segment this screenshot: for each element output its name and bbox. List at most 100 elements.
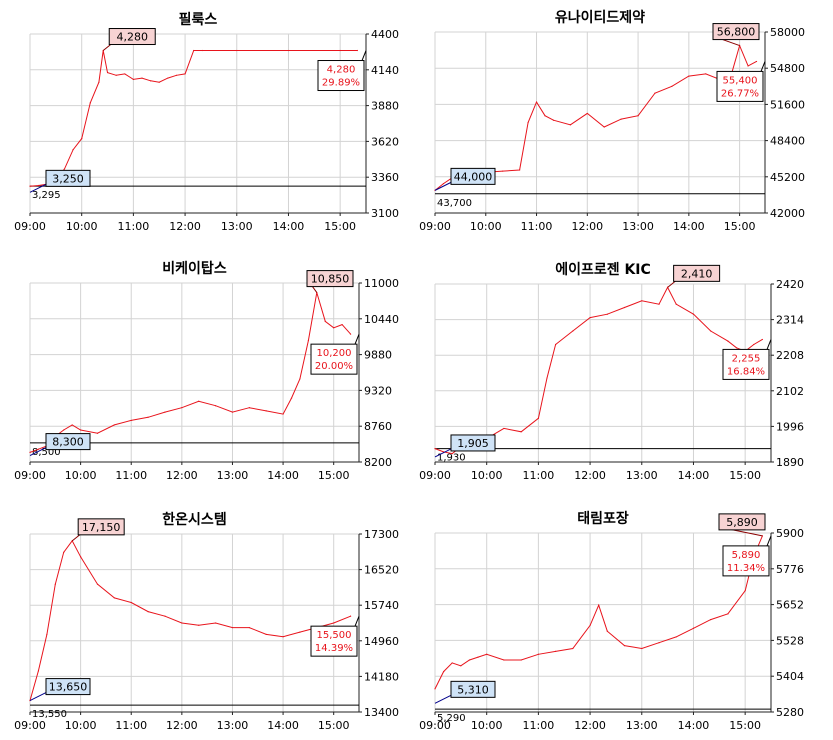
last-change-label: 14.39% (315, 643, 353, 654)
y-tick-label: 42000 (770, 207, 805, 220)
price-point (727, 340, 729, 342)
price-point (333, 327, 335, 329)
price-point (589, 316, 591, 319)
high-callout-box (77, 518, 125, 536)
x-tick-label: 14:00 (273, 220, 305, 233)
y-tick-label: 3620 (371, 135, 399, 148)
price-point (692, 313, 695, 315)
chart-panel: 에이프로젠 KIC 09:00 10:00 11:00 12:00 13:00 14:00 1… (419, 261, 804, 482)
price-point (623, 644, 626, 647)
x-tick-label: 10:00 (65, 719, 97, 732)
price-point (124, 73, 126, 75)
x-tick-label: 12:00 (169, 220, 201, 233)
last-callout-box (722, 348, 770, 380)
x-tick-label: 10:00 (471, 719, 503, 732)
price-point (201, 49, 203, 52)
x-tick-label: 15:00 (318, 469, 350, 482)
price-point (569, 124, 571, 126)
price-point (113, 597, 115, 599)
price-point (80, 556, 82, 558)
chart-panel: 유나이티드제약 09:00 10:00 11:00 12:00 13:00 14:00 15:… (419, 9, 805, 233)
price-point (282, 636, 284, 638)
price-point (181, 622, 183, 624)
price-point (147, 610, 149, 613)
price-point (248, 626, 250, 629)
price-point (63, 429, 65, 431)
x-tick-label: 11:00 (118, 220, 150, 233)
price-point (641, 300, 643, 302)
price-point (520, 431, 522, 433)
price-point (164, 411, 166, 413)
price-point (150, 80, 152, 82)
y-tick-label: 3100 (371, 207, 399, 220)
chart-title: 한온시스템 (162, 511, 226, 528)
price-point (503, 659, 505, 661)
price-point (167, 77, 169, 79)
chart-title: 유나이티드제약 (555, 9, 645, 26)
price-point (641, 647, 643, 650)
last-callout-pointer (766, 339, 772, 350)
x-tick-label: 14:00 (267, 719, 299, 732)
price-point (115, 74, 117, 76)
x-tick-label: 09:00 (14, 719, 46, 732)
low-callout-label: 13,650 (49, 681, 88, 694)
price-point (38, 184, 40, 187)
price-point (537, 417, 539, 419)
y-tick-label: 2314 (776, 314, 804, 327)
price-point (341, 323, 343, 326)
price-point (443, 670, 445, 673)
low-callout-pointer (29, 692, 47, 702)
price-point (434, 688, 436, 690)
price-point (80, 429, 82, 431)
high-callout-label: 2,410 (681, 267, 713, 280)
price-point (589, 624, 591, 626)
price-point (98, 81, 100, 83)
price-point (761, 338, 763, 341)
low-callout-label: 1,905 (457, 437, 489, 450)
reference-label: 43,700 (437, 198, 472, 209)
low-callout-label: 44,000 (454, 170, 493, 183)
price-point (555, 343, 557, 346)
price-point (37, 448, 40, 450)
price-point (147, 416, 149, 418)
y-tick-label: 14180 (364, 670, 399, 683)
chart-panel: 태림포장 09:00 10:00 11:00 12:00 13:00 14:00 15:00 5… (419, 510, 804, 732)
price-point (282, 413, 284, 415)
last-callout-pointer (354, 615, 360, 627)
y-tick-label: 2420 (776, 278, 804, 291)
last-callout-pointer (361, 50, 367, 61)
y-tick-label: 14960 (364, 635, 399, 648)
chart-panel: 한온시스템 09:00 10:00 11:00 12:00 13:00 14:00 15:00… (14, 511, 399, 732)
price-point (72, 149, 74, 151)
low-callout-pointer (434, 181, 452, 191)
x-tick-label: 09:00 (419, 469, 451, 482)
last-callout-pointer (766, 535, 772, 547)
low-callout-box (450, 434, 496, 452)
y-tick-label: 16520 (364, 564, 399, 577)
high-callout-box (108, 28, 156, 46)
last-price-label: 10,200 (317, 348, 352, 359)
price-point (658, 303, 660, 305)
price-point (231, 411, 234, 413)
last-callout-box (722, 545, 770, 577)
last-callout-box (716, 70, 764, 102)
y-tick-label: 5528 (776, 634, 804, 647)
price-point (333, 622, 335, 624)
price-point (658, 642, 660, 644)
price-line (434, 535, 763, 690)
y-tick-label: 13400 (364, 706, 399, 719)
chart-title: 태림포장 (577, 510, 629, 527)
price-point (671, 85, 673, 87)
low-callout-pointer (434, 694, 452, 704)
y-tick-label: 48400 (770, 135, 805, 148)
price-line (434, 286, 763, 455)
y-tick-label: 9880 (364, 349, 392, 362)
y-tick-label: 3360 (371, 171, 399, 184)
x-tick-label: 11:00 (115, 719, 147, 732)
price-point (753, 343, 755, 346)
x-tick-label: 13:00 (626, 469, 658, 482)
high-callout-box (673, 264, 721, 282)
price-point (96, 432, 99, 434)
price-point (747, 65, 749, 67)
price-point (688, 75, 690, 77)
